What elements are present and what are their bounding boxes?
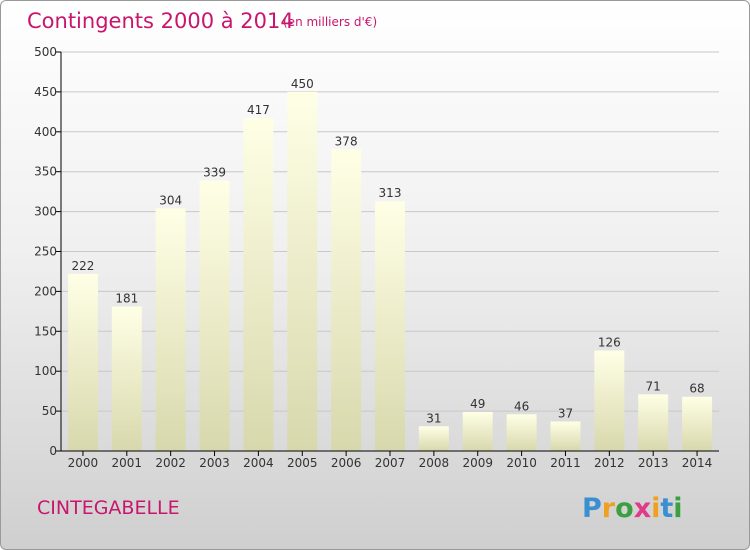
x-tick-label: 2012 <box>594 456 625 470</box>
brand-letter: x <box>634 493 651 524</box>
bar <box>111 306 142 451</box>
bar-value-label: 31 <box>426 411 441 425</box>
y-tick-label: 50 <box>42 404 57 418</box>
x-tick-label: 2006 <box>331 456 362 470</box>
bar-value-label: 378 <box>335 134 358 148</box>
brand-letter: o <box>615 493 634 524</box>
bar-value-label: 68 <box>689 382 704 396</box>
y-tick-label: 100 <box>34 364 57 378</box>
x-tick-label: 2009 <box>462 456 493 470</box>
y-tick-label: 500 <box>34 45 57 59</box>
y-tick-label: 0 <box>49 444 57 458</box>
y-tick-label: 400 <box>34 125 57 139</box>
bar-value-label: 304 <box>159 193 182 207</box>
bar <box>638 394 669 451</box>
x-tick-label: 2004 <box>243 456 274 470</box>
bar <box>331 149 362 451</box>
bar <box>550 421 581 451</box>
bar <box>199 180 230 451</box>
bar-value-label: 313 <box>379 186 402 200</box>
bar-value-label: 37 <box>558 406 573 420</box>
x-tick-label: 2007 <box>375 456 406 470</box>
x-tick-label: 2011 <box>550 456 581 470</box>
brand-letter: t <box>660 493 673 524</box>
axis-layer: 0 50 100 150 200 250 300 350 400 450 500 2000 2001 20… <box>34 45 719 470</box>
x-tick-label: 2002 <box>155 456 186 470</box>
x-tick-label: 2014 <box>682 456 713 470</box>
bar-value-label: 222 <box>71 259 94 273</box>
x-tick-label: 2013 <box>638 456 669 470</box>
x-tick-label: 2008 <box>419 456 450 470</box>
bar-value-label: 46 <box>514 399 529 413</box>
chart-title: Contingents 2000 à 2014 <box>27 9 294 33</box>
bar-value-label: 126 <box>598 335 621 349</box>
bar-value-label: 450 <box>291 77 314 91</box>
y-tick-label: 150 <box>34 324 57 338</box>
bar <box>594 350 625 451</box>
x-tick-label: 2010 <box>506 456 537 470</box>
brand-letter: P <box>582 493 602 524</box>
bar <box>287 91 318 452</box>
bar-layer: 222 181 304 339 417 450 378 313 31 49 46 37 126 71 68 <box>67 77 713 452</box>
x-tick-label: 2001 <box>112 456 143 470</box>
bar <box>243 118 274 451</box>
x-tick-label: 2005 <box>287 456 318 470</box>
bar <box>418 426 449 451</box>
brand-logo: Proxiti <box>582 493 683 524</box>
bar <box>682 396 713 451</box>
bar-value-label: 49 <box>470 397 485 411</box>
y-tick-label: 200 <box>34 284 57 298</box>
y-tick-label: 300 <box>34 205 57 219</box>
x-tick-label: 2003 <box>199 456 230 470</box>
bar-value-label: 71 <box>646 379 661 393</box>
bar <box>506 414 537 451</box>
bar-value-label: 339 <box>203 165 226 179</box>
brand-letter: i <box>673 493 682 524</box>
bar-value-label: 181 <box>115 292 138 306</box>
bar <box>375 201 405 451</box>
bar <box>462 411 493 451</box>
y-tick-label: 250 <box>34 245 57 259</box>
x-tick-label: 2000 <box>68 456 99 470</box>
bar <box>67 273 98 451</box>
y-tick-label: 450 <box>34 85 57 99</box>
bar <box>155 208 186 451</box>
place-name: CINTEGABELLE <box>37 497 180 519</box>
y-tick-label: 350 <box>34 165 57 179</box>
brand-letter: r <box>602 493 616 524</box>
brand-letter: i <box>651 493 660 524</box>
chart-unit: (en milliers d'€) <box>283 15 377 29</box>
bar-value-label: 417 <box>247 103 270 117</box>
